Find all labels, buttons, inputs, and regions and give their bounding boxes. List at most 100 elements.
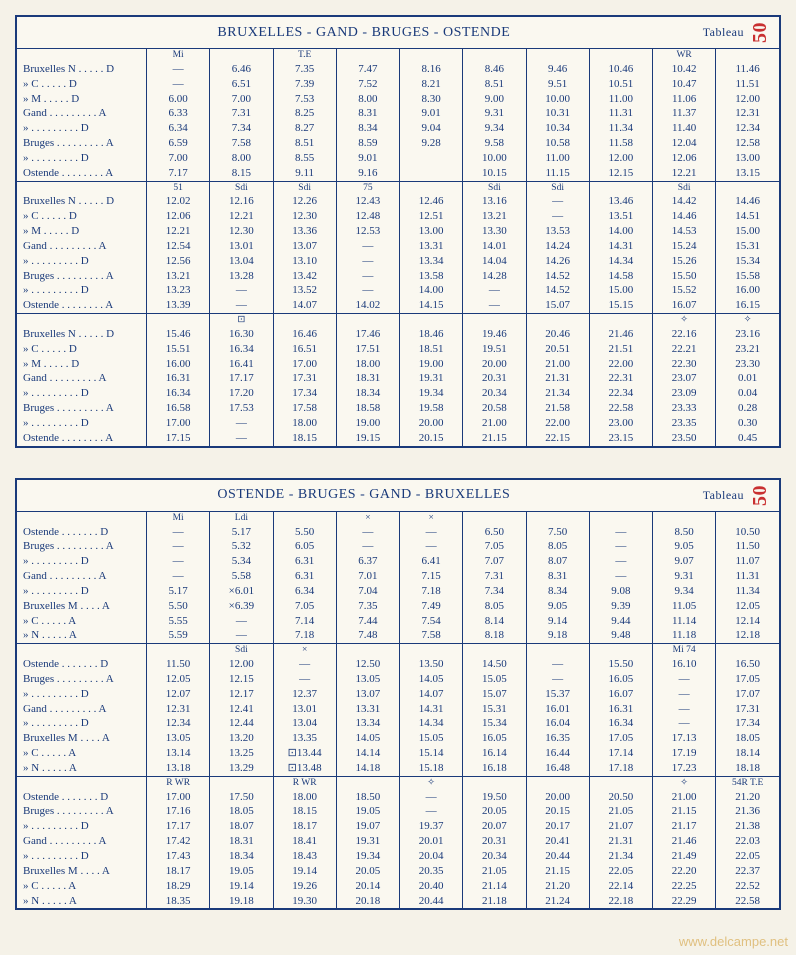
time-cell: 19.58 [400,401,463,416]
time-cell: 7.52 [336,77,399,92]
column-header: ✧ [716,314,779,327]
station-cell: Ostende . . . . . . . . A [17,431,147,446]
table-row: Bruxelles M . . . . A13.0513.2013.3514.0… [17,731,779,746]
time-cell: 15.24 [653,239,716,254]
time-cell: 8.00 [210,151,273,166]
time-cell: 14.15 [400,298,463,313]
time-cell: 10.58 [526,136,589,151]
time-cell: 8.00 [336,92,399,107]
time-cell: 15.37 [526,687,589,702]
time-cell: — [526,194,589,209]
time-cell: 5.55 [147,614,210,629]
station-cell: » . . . . . . . . . D [17,386,147,401]
time-cell: 19.34 [400,386,463,401]
time-cell: 12.31 [147,702,210,717]
column-header: Sdi [210,182,273,195]
time-cell: 9.08 [589,584,652,599]
time-cell: 16.00 [716,283,779,298]
time-cell: 14.46 [716,194,779,209]
time-cell: 11.50 [147,657,210,672]
timetable-section: MiLdi××Ostende . . . . . . . D—5.175.50—… [17,511,779,644]
time-cell: 5.59 [147,628,210,643]
time-cell: 13.25 [210,746,273,761]
time-cell: 17.42 [147,834,210,849]
column-header [147,314,210,327]
time-cell: 18.05 [716,731,779,746]
time-cell: 0.30 [716,416,779,431]
time-cell: — [273,657,336,672]
time-cell: 13.16 [463,194,526,209]
table-row: » N . . . . . A13.1813.29⊡13.4814.1815.1… [17,761,779,776]
time-cell: 18.17 [273,819,336,834]
time-cell: 14.01 [463,239,526,254]
time-cell: 13.01 [273,702,336,717]
time-cell: 13.31 [400,239,463,254]
column-header [589,182,652,195]
time-cell: 9.46 [526,62,589,77]
time-cell: 19.15 [336,431,399,446]
time-cell: 16.30 [210,327,273,342]
time-cell: 10.31 [526,106,589,121]
time-cell: 13.30 [463,224,526,239]
time-cell: 20.44 [526,849,589,864]
station-cell: Gand . . . . . . . . . A [17,106,147,121]
time-cell: 12.00 [589,151,652,166]
time-cell: 12.04 [653,136,716,151]
time-cell: 9.51 [526,77,589,92]
column-header: R WR [147,777,210,790]
time-cell: 15.14 [400,746,463,761]
column-header [716,512,779,525]
time-cell: 11.05 [653,599,716,614]
time-cell: 7.48 [336,628,399,643]
time-cell: 17.07 [716,687,779,702]
column-header [463,644,526,657]
time-cell: 8.55 [273,151,336,166]
table-row: Gand . . . . . . . . . A17.4218.3118.411… [17,834,779,849]
time-cell: 22.03 [716,834,779,849]
timetable-grid: R WRR WR✧✧54R T.EOstende . . . . . . . D… [17,777,779,909]
time-cell: 0.45 [716,431,779,446]
column-header: × [400,512,463,525]
time-cell: 20.40 [400,879,463,894]
time-cell: 15.00 [589,283,652,298]
time-cell: 8.51 [273,136,336,151]
time-cell: 16.35 [526,731,589,746]
time-cell: 15.34 [463,716,526,731]
time-cell [400,151,463,166]
time-cell: 12.51 [400,209,463,224]
time-cell: 7.05 [273,599,336,614]
time-cell: 23.15 [589,431,652,446]
time-cell: 22.21 [653,342,716,357]
route-title: BRUXELLES - GAND - BRUGES - OSTENDE [25,25,703,41]
time-cell: 15.07 [463,687,526,702]
time-cell: 14.28 [463,269,526,284]
time-cell: 19.14 [210,879,273,894]
table-row: Gand . . . . . . . . . A—5.586.317.017.1… [17,569,779,584]
time-cell: 12.02 [147,194,210,209]
time-cell: 19.46 [463,327,526,342]
time-cell: 18.50 [336,790,399,805]
time-cell: 17.31 [716,702,779,717]
time-cell: 11.50 [716,539,779,554]
table-row: Bruges . . . . . . . . . A13.2113.2813.4… [17,269,779,284]
time-cell: 11.06 [653,92,716,107]
time-cell: — [336,539,399,554]
time-cell: 20.18 [336,894,399,909]
time-cell: 7.49 [400,599,463,614]
station-cell: Bruges . . . . . . . . . A [17,672,147,687]
station-cell: » N . . . . . A [17,628,147,643]
time-cell: 18.31 [210,834,273,849]
table-row: » . . . . . . . . . D—5.346.316.376.417.… [17,554,779,569]
station-cell: Bruges . . . . . . . . . A [17,539,147,554]
time-cell: 8.25 [273,106,336,121]
time-cell: 19.14 [273,864,336,879]
time-cell: 17.17 [210,371,273,386]
time-cell: 8.30 [400,92,463,107]
time-cell: 22.31 [589,371,652,386]
column-header [336,644,399,657]
time-cell: 10.50 [716,525,779,540]
time-cell: — [400,804,463,819]
time-cell: 11.00 [589,92,652,107]
time-cell: 18.00 [273,790,336,805]
table-row: » C . . . . . A13.1413.25⊡13.4414.1415.1… [17,746,779,761]
